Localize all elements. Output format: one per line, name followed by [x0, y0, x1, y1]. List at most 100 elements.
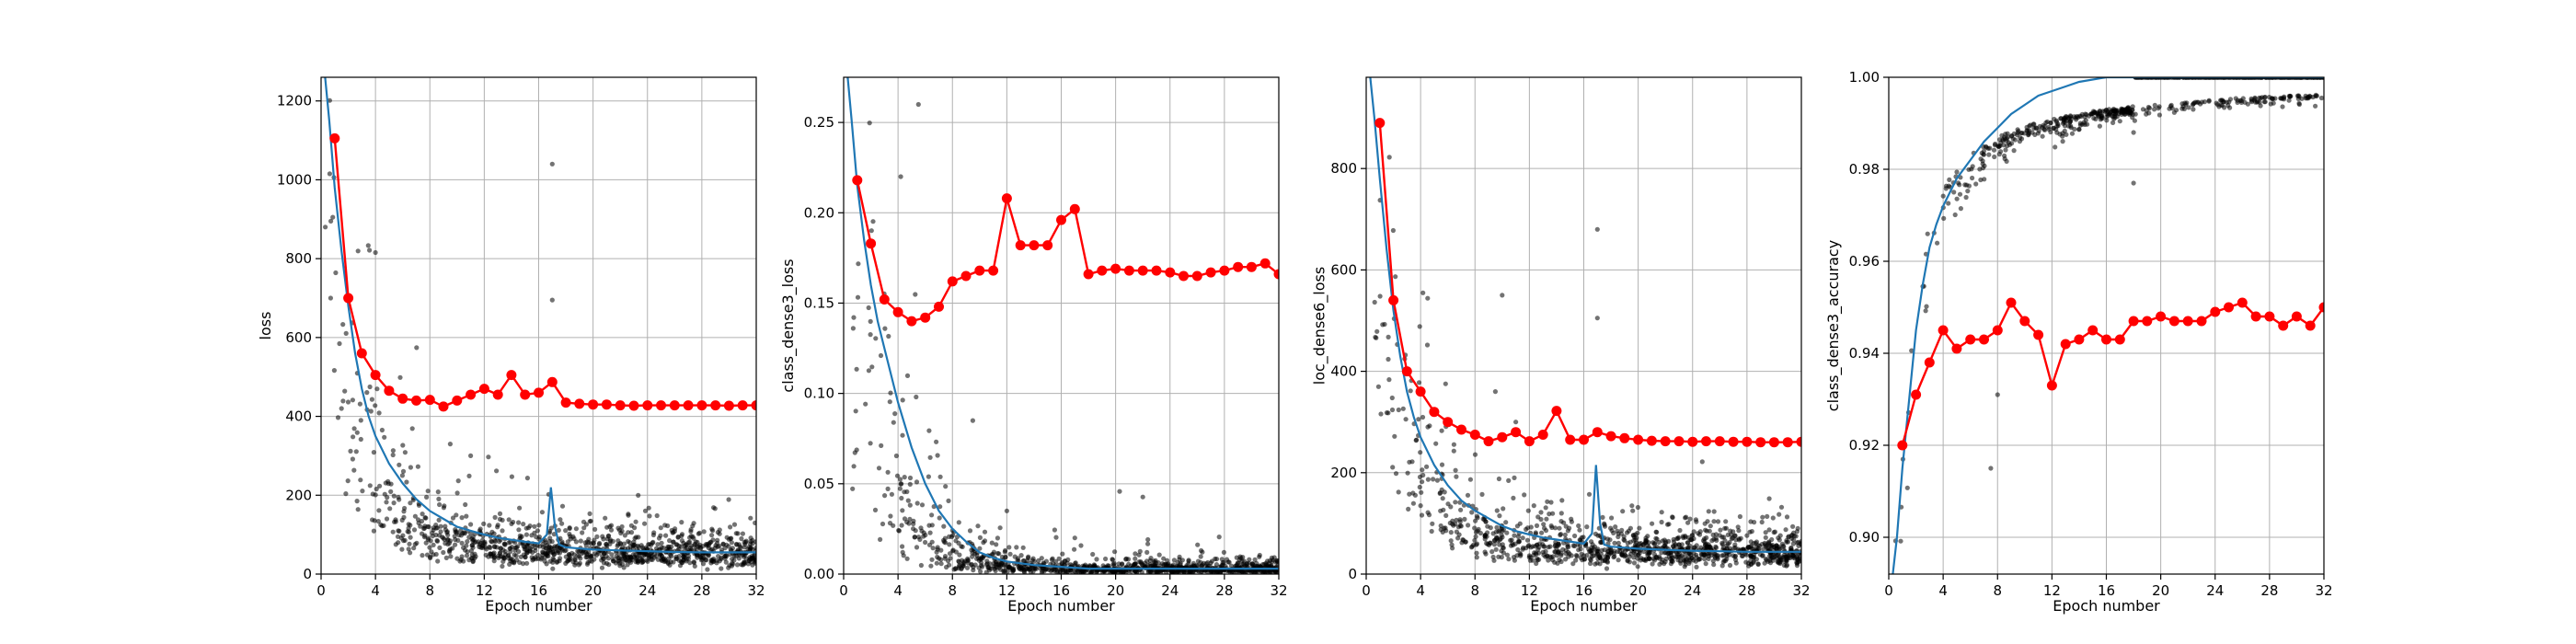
batch-point [570, 534, 576, 539]
batch-point [852, 450, 857, 455]
batch-point [1474, 541, 1480, 546]
epoch-marker [1673, 436, 1685, 447]
batch-point [342, 388, 348, 394]
batch-point [1006, 564, 1012, 569]
batch-point [1059, 561, 1064, 567]
batch-point [1437, 490, 1443, 497]
batch-point [748, 535, 753, 541]
x-tick-label: 28 [1738, 582, 1755, 599]
batch-point [1449, 542, 1455, 547]
batch-points [1372, 155, 1801, 571]
batch-point [546, 553, 551, 559]
batch-point [1425, 424, 1431, 430]
batch-point [1795, 539, 1801, 545]
batch-point [384, 500, 389, 505]
batch-point [868, 228, 874, 234]
batch-point [1252, 557, 1258, 563]
batch-point [1631, 560, 1638, 566]
batch-point [904, 489, 910, 495]
epoch-marker [1219, 265, 1230, 276]
batch-point [941, 523, 947, 529]
epoch-marker [1701, 436, 1711, 447]
batch-point [453, 542, 458, 547]
batch-point [937, 504, 943, 510]
batch-point [1482, 549, 1488, 555]
batch-point [1048, 569, 1053, 574]
batch-point [621, 552, 627, 558]
batch-point [1542, 525, 1547, 531]
batch-point [733, 541, 740, 547]
batch-point [470, 558, 476, 565]
batch-point [408, 550, 413, 556]
batch-point [1473, 534, 1478, 539]
batch-point [1789, 552, 1795, 558]
batch-point [1970, 175, 1975, 181]
batch-point [1420, 467, 1425, 473]
batch-point [2088, 111, 2094, 117]
batch-point [1593, 548, 1600, 554]
batch-point [1014, 545, 1019, 550]
batch-point [1978, 177, 1984, 183]
x-tick-label: 12 [2043, 582, 2061, 599]
batch-point [516, 520, 522, 525]
batch-point [2069, 131, 2076, 136]
batch-point [1731, 553, 1736, 558]
batch-point [1612, 540, 1617, 546]
batch-point [1087, 563, 1093, 569]
epoch-marker [2019, 316, 2030, 327]
batch-point [367, 247, 373, 253]
batch-point [1026, 564, 1032, 570]
epoch-marker [534, 387, 544, 398]
batch-point [1957, 182, 1962, 188]
batch-point [1454, 517, 1459, 523]
batch-point [402, 505, 408, 512]
batch-point [2007, 142, 2013, 147]
batch-point [382, 434, 387, 440]
epoch-marker [1469, 430, 1480, 440]
batch-point [1489, 549, 1495, 555]
batch-point [746, 558, 752, 564]
batch-point [1797, 558, 1801, 564]
batch-point [1719, 540, 1725, 546]
batch-point [1616, 558, 1621, 563]
batch-point [1670, 558, 1675, 564]
batch-point [1238, 556, 1244, 561]
batch-point [1536, 545, 1542, 550]
epoch-marker [1742, 436, 1753, 447]
batch-point [1544, 516, 1549, 522]
batch-point [1559, 498, 1565, 503]
batch-point [436, 496, 442, 502]
batch-point [1525, 508, 1531, 513]
batch-point [626, 512, 631, 517]
batch-point [714, 540, 720, 546]
batch-point [514, 558, 520, 563]
batch-point [390, 448, 396, 454]
batch-point [443, 555, 449, 561]
batch-point [1790, 541, 1796, 546]
batch-point [991, 564, 996, 569]
batch-point [464, 513, 469, 519]
batch-point [404, 479, 409, 485]
batch-point [2004, 158, 2009, 164]
batch-point [1453, 500, 1458, 505]
epoch-marker [2237, 297, 2248, 308]
epoch-marker [2101, 334, 2111, 345]
batch-point [851, 464, 857, 469]
batch-point [1386, 155, 1392, 160]
batch-point [425, 489, 431, 494]
y-tick-label: 1.00 [1849, 69, 1880, 86]
epoch-marker [683, 400, 694, 411]
batch-point [687, 560, 693, 566]
batch-point [1772, 529, 1777, 535]
batch-point [1781, 554, 1787, 559]
batch-point [618, 530, 624, 536]
batch-point [454, 556, 460, 561]
batch-point [995, 535, 1000, 541]
batch-point [1504, 530, 1510, 535]
batch-point [599, 565, 605, 570]
batch-point [1784, 558, 1789, 564]
batch-point [1594, 316, 1600, 321]
batch-point [1739, 553, 1745, 559]
batch-point [665, 523, 671, 529]
batch-point [1516, 539, 1522, 545]
